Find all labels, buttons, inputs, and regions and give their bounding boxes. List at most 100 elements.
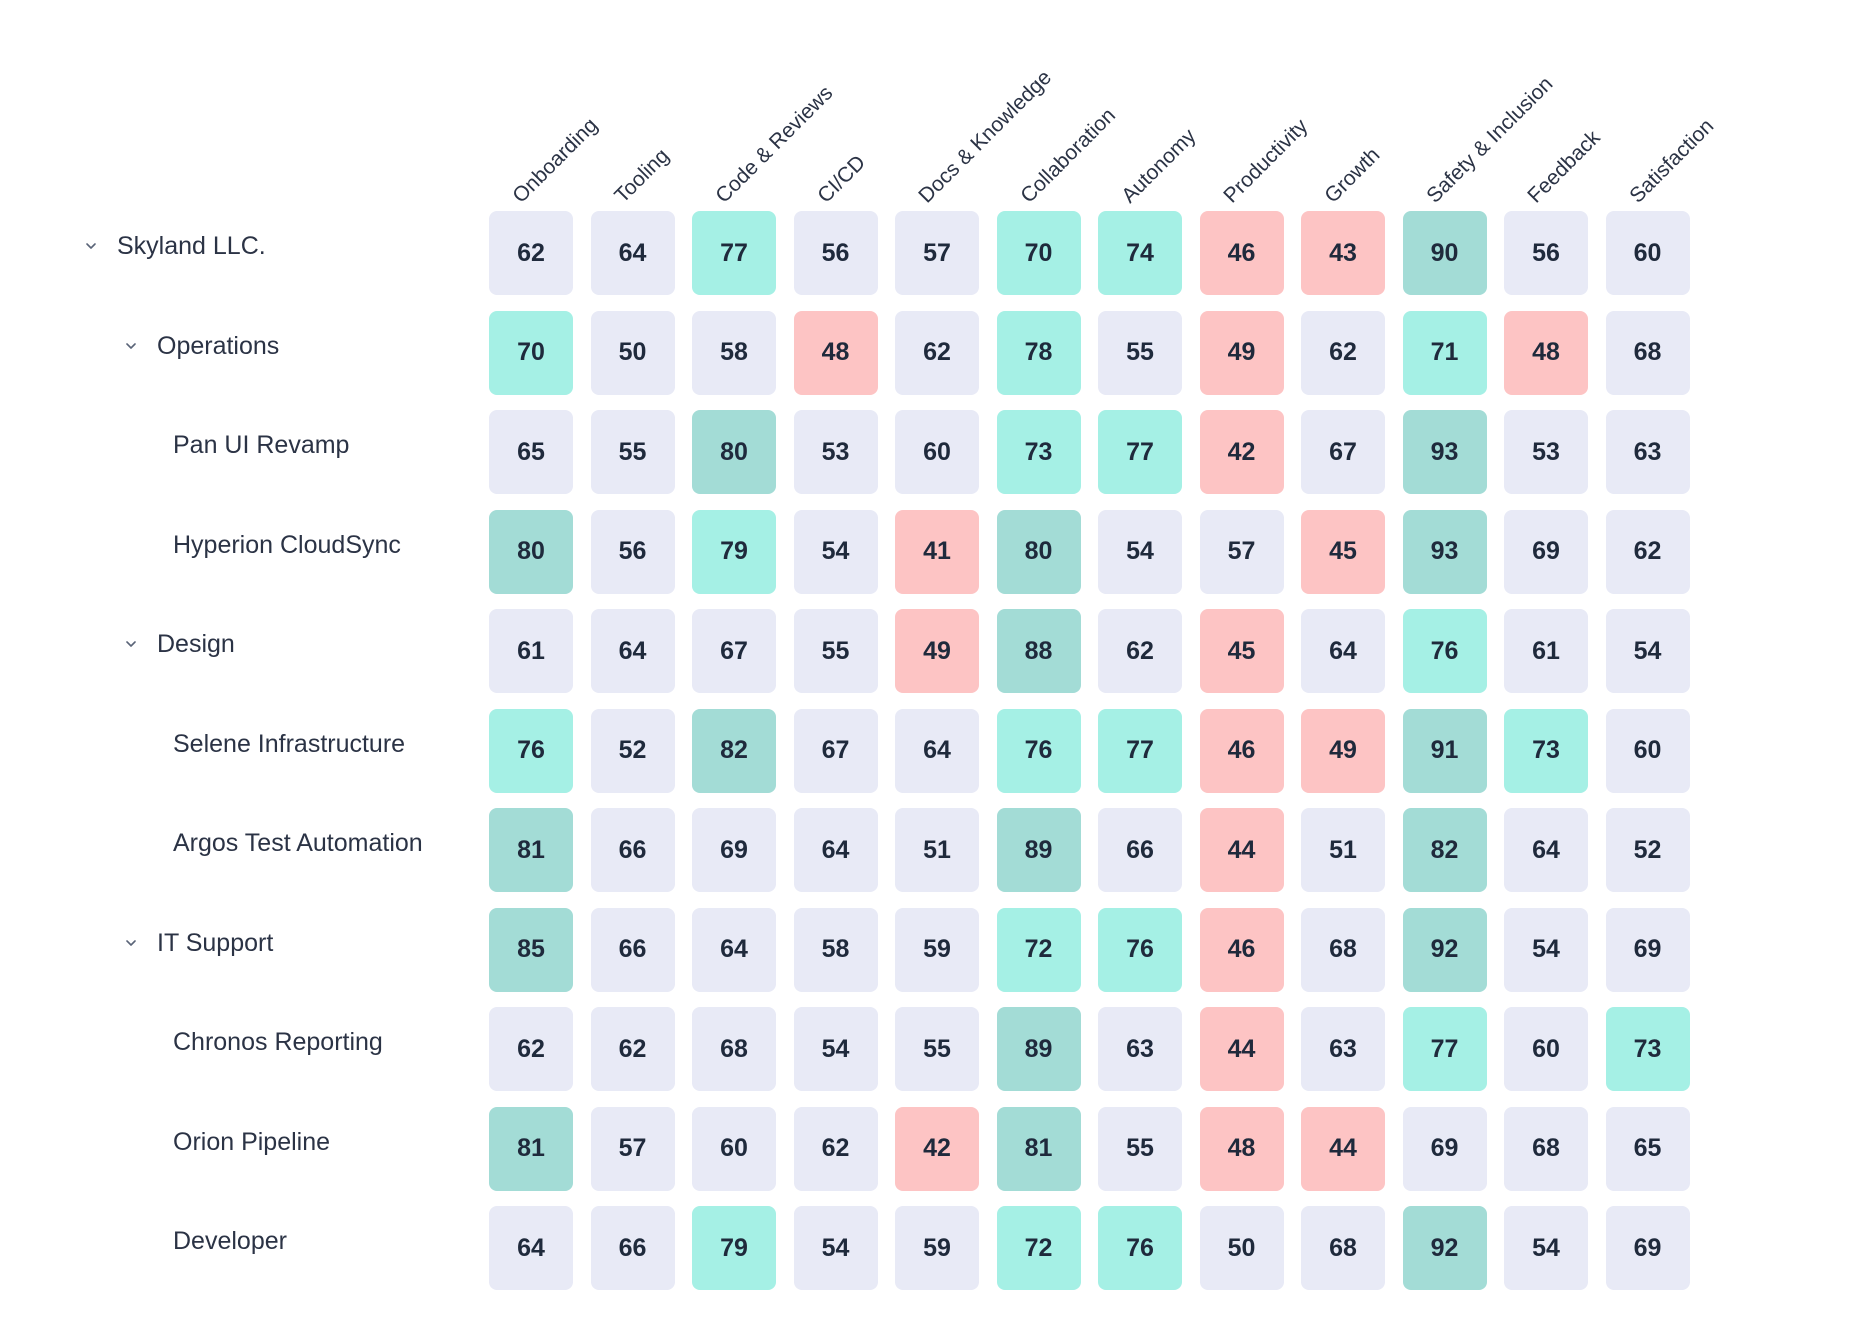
heatmap-cell[interactable]: 66 [590, 907, 675, 992]
heatmap-cell[interactable]: 48 [1199, 1106, 1284, 1191]
chevron-down-icon[interactable] [80, 235, 102, 257]
heatmap-cell[interactable]: 60 [1605, 211, 1690, 295]
heatmap-cell[interactable]: 80 [692, 410, 776, 494]
heatmap-cell[interactable]: 64 [692, 907, 776, 992]
heatmap-cell[interactable]: 93 [1402, 410, 1487, 494]
heatmap-cell[interactable]: 77 [1098, 410, 1182, 494]
chevron-down-icon[interactable] [120, 932, 142, 954]
heatmap-cell[interactable]: 79 [692, 509, 776, 594]
heatmap-cell[interactable]: 55 [793, 609, 878, 693]
heatmap-cell[interactable]: 92 [1402, 907, 1487, 992]
heatmap-cell[interactable]: 48 [793, 310, 878, 395]
heatmap-cell[interactable]: 62 [489, 1007, 573, 1091]
heatmap-cell[interactable]: 54 [1098, 509, 1182, 594]
heatmap-cell[interactable]: 68 [692, 1007, 776, 1091]
heatmap-cell[interactable]: 65 [1605, 1106, 1690, 1191]
heatmap-cell[interactable]: 55 [895, 1007, 979, 1091]
heatmap-cell[interactable]: 64 [793, 808, 878, 892]
heatmap-cell[interactable]: 67 [793, 708, 878, 793]
row-label[interactable]: Design [157, 630, 235, 658]
heatmap-cell[interactable]: 69 [1402, 1106, 1487, 1191]
heatmap-cell[interactable]: 64 [590, 211, 675, 295]
heatmap-cell[interactable]: 70 [489, 310, 573, 395]
heatmap-cell[interactable]: 64 [1301, 609, 1385, 693]
heatmap-cell[interactable]: 46 [1199, 708, 1284, 793]
heatmap-cell[interactable]: 77 [692, 211, 776, 295]
heatmap-cell[interactable]: 42 [1199, 410, 1284, 494]
heatmap-cell[interactable]: 62 [895, 310, 979, 395]
heatmap-cell[interactable]: 54 [793, 1206, 878, 1290]
heatmap-cell[interactable]: 63 [1605, 410, 1690, 494]
heatmap-cell[interactable]: 44 [1301, 1106, 1385, 1191]
heatmap-cell[interactable]: 76 [489, 708, 573, 793]
heatmap-cell[interactable]: 69 [692, 808, 776, 892]
chevron-down-icon[interactable] [120, 633, 142, 655]
heatmap-cell[interactable]: 41 [895, 509, 979, 594]
heatmap-cell[interactable]: 57 [895, 211, 979, 295]
heatmap-cell[interactable]: 69 [1605, 907, 1690, 992]
heatmap-cell[interactable]: 64 [895, 708, 979, 793]
heatmap-cell[interactable]: 89 [996, 1007, 1081, 1091]
heatmap-cell[interactable]: 70 [996, 211, 1081, 295]
heatmap-cell[interactable]: 56 [590, 509, 675, 594]
heatmap-cell[interactable]: 49 [1301, 708, 1385, 793]
heatmap-cell[interactable]: 53 [793, 410, 878, 494]
heatmap-cell[interactable]: 60 [895, 410, 979, 494]
heatmap-cell[interactable]: 45 [1301, 509, 1385, 594]
heatmap-cell[interactable]: 46 [1199, 907, 1284, 992]
chevron-down-icon[interactable] [120, 335, 142, 357]
heatmap-cell[interactable]: 80 [996, 509, 1081, 594]
heatmap-cell[interactable]: 72 [996, 1206, 1081, 1290]
heatmap-cell[interactable]: 46 [1199, 211, 1284, 295]
heatmap-cell[interactable]: 72 [996, 907, 1081, 992]
heatmap-cell[interactable]: 52 [1605, 808, 1690, 892]
heatmap-cell[interactable]: 61 [489, 609, 573, 693]
heatmap-cell[interactable]: 76 [1098, 1206, 1182, 1290]
heatmap-cell[interactable]: 64 [489, 1206, 573, 1290]
row-label[interactable]: Operations [157, 331, 280, 360]
heatmap-cell[interactable]: 79 [692, 1206, 776, 1290]
heatmap-cell[interactable]: 50 [1199, 1206, 1284, 1290]
heatmap-cell[interactable]: 76 [996, 708, 1081, 793]
row-label[interactable]: Skyland LLC. [117, 232, 266, 260]
heatmap-cell[interactable]: 76 [1098, 907, 1182, 992]
heatmap-cell[interactable]: 51 [895, 808, 979, 892]
heatmap-cell[interactable]: 44 [1199, 808, 1284, 892]
row-label[interactable]: IT Support [157, 928, 274, 957]
heatmap-cell[interactable]: 60 [1605, 708, 1690, 793]
heatmap-cell[interactable]: 62 [590, 1007, 675, 1091]
heatmap-cell[interactable]: 55 [590, 410, 675, 494]
heatmap-cell[interactable]: 51 [1301, 808, 1385, 892]
heatmap-cell[interactable]: 62 [793, 1106, 878, 1191]
heatmap-cell[interactable]: 77 [1098, 708, 1182, 793]
heatmap-cell[interactable]: 63 [1098, 1007, 1182, 1091]
heatmap-cell[interactable]: 69 [1504, 509, 1588, 594]
heatmap-cell[interactable]: 68 [1301, 907, 1385, 992]
heatmap-cell[interactable]: 54 [793, 509, 878, 594]
heatmap-cell[interactable]: 59 [895, 1206, 979, 1290]
heatmap-cell[interactable]: 61 [1504, 609, 1588, 693]
heatmap-cell[interactable]: 62 [1098, 609, 1182, 693]
heatmap-cell[interactable]: 77 [1402, 1007, 1487, 1091]
heatmap-cell[interactable]: 82 [692, 708, 776, 793]
heatmap-cell[interactable]: 73 [1504, 708, 1588, 793]
heatmap-cell[interactable]: 73 [1605, 1007, 1690, 1091]
heatmap-cell[interactable]: 91 [1402, 708, 1487, 793]
heatmap-cell[interactable]: 76 [1402, 609, 1487, 693]
heatmap-cell[interactable]: 58 [793, 907, 878, 992]
heatmap-cell[interactable]: 54 [1605, 609, 1690, 693]
heatmap-cell[interactable]: 68 [1301, 1206, 1385, 1290]
heatmap-cell[interactable]: 50 [590, 310, 675, 395]
heatmap-cell[interactable]: 81 [489, 1106, 573, 1191]
heatmap-cell[interactable]: 85 [489, 907, 573, 992]
heatmap-cell[interactable]: 88 [996, 609, 1081, 693]
heatmap-cell[interactable]: 62 [489, 211, 573, 295]
heatmap-cell[interactable]: 68 [1504, 1106, 1588, 1191]
heatmap-cell[interactable]: 53 [1504, 410, 1588, 494]
heatmap-cell[interactable]: 81 [489, 808, 573, 892]
heatmap-cell[interactable]: 63 [1301, 1007, 1385, 1091]
heatmap-cell[interactable]: 90 [1402, 211, 1487, 295]
heatmap-cell[interactable]: 67 [1301, 410, 1385, 494]
heatmap-cell[interactable]: 65 [489, 410, 573, 494]
heatmap-cell[interactable]: 66 [590, 1206, 675, 1290]
